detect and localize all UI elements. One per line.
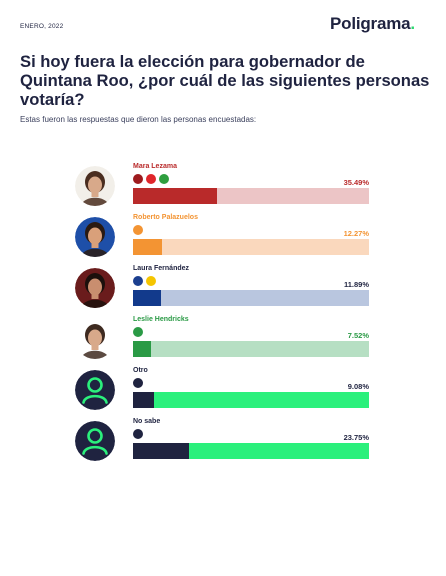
bar — [133, 341, 151, 357]
person-icon — [75, 370, 115, 410]
candidate-name: Roberto Palazuelos — [133, 214, 198, 221]
bar-track — [133, 239, 369, 255]
candidate-photo — [75, 319, 115, 359]
party-logos — [133, 327, 143, 337]
candidate-name: Otro — [133, 367, 148, 374]
mc-logo — [133, 225, 143, 235]
data-label: 9.08% — [347, 382, 369, 391]
pri-logo — [133, 327, 143, 337]
bar — [133, 239, 162, 255]
pvem-logo — [159, 174, 169, 184]
candidate-photo — [75, 217, 115, 257]
bar — [133, 392, 155, 408]
bar-row-no-sabe: No sabe 23.75% — [0, 418, 446, 471]
data-label: 12.27% — [343, 229, 369, 238]
prd-logo — [146, 276, 156, 286]
pt-logo — [146, 174, 156, 184]
morena-logo — [133, 174, 143, 184]
data-label: 23.75% — [343, 433, 369, 442]
bar-row-leslie-hendricks: Leslie Hendricks 7.52% — [0, 316, 446, 369]
party-logos — [133, 378, 143, 388]
candidate-photo — [75, 268, 115, 308]
candidate-name: Leslie Hendricks — [133, 316, 189, 323]
data-label: 35.49% — [343, 178, 369, 187]
bar-row-otro: Otro 9.08% — [0, 367, 446, 420]
bar-track — [133, 188, 369, 204]
brand-dot: . — [410, 14, 415, 33]
party-logos — [133, 276, 156, 286]
bar — [133, 290, 162, 306]
candidate-name: No sabe — [133, 418, 161, 425]
party-logos — [133, 429, 143, 439]
bar-track — [133, 392, 369, 408]
bar-row-laura-fernandez: Laura Fernández 11.89% — [0, 265, 446, 318]
person-icon — [75, 421, 115, 461]
party-logos — [133, 225, 143, 235]
pan-logo — [133, 276, 143, 286]
bar-row-roberto-palazuelos: Roberto Palazuelos 12.27% — [0, 214, 446, 267]
nosabe-logo — [133, 429, 143, 439]
candidate-photo — [75, 166, 115, 206]
data-label: 7.52% — [347, 331, 369, 340]
otro-logo — [133, 378, 143, 388]
bar-track — [133, 290, 369, 306]
chart-subtitle: Estas fueron las respuestas que dieron l… — [20, 115, 257, 124]
bar — [133, 443, 190, 459]
candidate-name: Laura Fernández — [133, 265, 190, 272]
brand-logo: Poligrama. — [330, 14, 415, 34]
brand-name: Poligrama — [330, 14, 411, 33]
survey-date: ENERO, 2022 — [20, 23, 64, 30]
bar-row-mara-lezama: Mara Lezama 35.49% — [0, 163, 446, 216]
data-label: 11.89% — [343, 280, 369, 289]
bar-track — [133, 341, 369, 357]
chart-title: Si hoy fuera la elección para gobernador… — [20, 52, 430, 109]
candidate-name: Mara Lezama — [133, 163, 177, 170]
bar — [133, 188, 217, 204]
bar-track — [133, 443, 369, 459]
party-logos — [133, 174, 169, 184]
